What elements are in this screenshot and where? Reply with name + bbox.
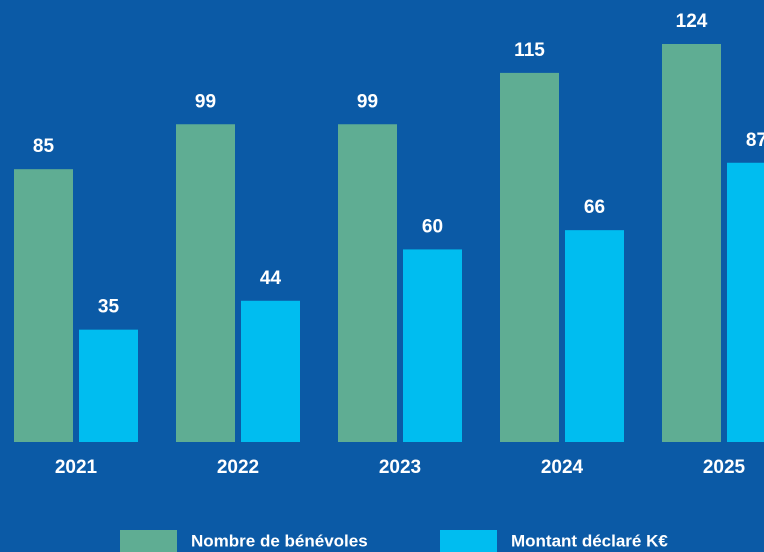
x-tick-label: 2023 [379,457,421,478]
x-tick-label: 2021 [55,457,98,478]
value-label: 124 [676,11,708,32]
bar [14,169,73,442]
value-label: 85 [33,136,55,157]
bar [500,72,559,443]
x-tick-label: 2024 [541,457,584,478]
bar [79,329,138,442]
value-label: 35 [98,297,120,318]
value-label: 66 [584,197,605,218]
bar [241,300,300,442]
bar [176,124,235,442]
value-label: 60 [422,216,443,237]
bar [403,249,462,442]
legend-swatch [440,530,497,552]
bar [662,44,721,442]
value-label: 99 [195,91,216,112]
bar [338,124,397,442]
value-label: 44 [260,268,282,289]
value-label: 115 [514,40,545,61]
legend-swatch [120,530,177,552]
legend-label: Montant déclaré K€ [511,531,668,550]
bar [727,162,764,443]
legend-label: Nombre de bénévoles [191,531,368,550]
x-tick-label: 2025 [703,457,746,478]
value-label: 99 [357,91,378,112]
value-label: 87 [746,130,764,151]
bar [565,230,624,442]
x-tick-label: 2022 [217,457,259,478]
